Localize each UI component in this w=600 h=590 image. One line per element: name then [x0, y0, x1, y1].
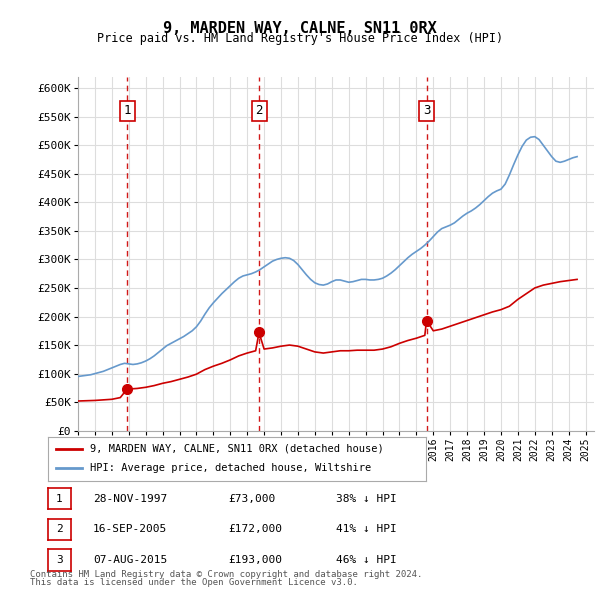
- Text: 2: 2: [255, 104, 263, 117]
- Text: £193,000: £193,000: [228, 555, 282, 565]
- Text: £73,000: £73,000: [228, 494, 275, 503]
- Text: 16-SEP-2005: 16-SEP-2005: [93, 525, 167, 534]
- Text: Contains HM Land Registry data © Crown copyright and database right 2024.: Contains HM Land Registry data © Crown c…: [30, 571, 422, 579]
- Text: 3: 3: [56, 555, 63, 565]
- Text: 38% ↓ HPI: 38% ↓ HPI: [336, 494, 397, 503]
- Text: 3: 3: [423, 104, 430, 117]
- Text: £172,000: £172,000: [228, 525, 282, 534]
- Text: HPI: Average price, detached house, Wiltshire: HPI: Average price, detached house, Wilt…: [89, 464, 371, 473]
- Text: This data is licensed under the Open Government Licence v3.0.: This data is licensed under the Open Gov…: [30, 578, 358, 587]
- Text: 2: 2: [56, 525, 63, 534]
- Text: 07-AUG-2015: 07-AUG-2015: [93, 555, 167, 565]
- Text: 46% ↓ HPI: 46% ↓ HPI: [336, 555, 397, 565]
- Text: 41% ↓ HPI: 41% ↓ HPI: [336, 525, 397, 534]
- Text: 9, MARDEN WAY, CALNE, SN11 0RX (detached house): 9, MARDEN WAY, CALNE, SN11 0RX (detached…: [89, 444, 383, 454]
- Text: 9, MARDEN WAY, CALNE, SN11 0RX: 9, MARDEN WAY, CALNE, SN11 0RX: [163, 21, 437, 35]
- Text: 28-NOV-1997: 28-NOV-1997: [93, 494, 167, 503]
- Text: 1: 1: [124, 104, 131, 117]
- Text: 1: 1: [56, 494, 63, 503]
- Text: Price paid vs. HM Land Registry's House Price Index (HPI): Price paid vs. HM Land Registry's House …: [97, 32, 503, 45]
